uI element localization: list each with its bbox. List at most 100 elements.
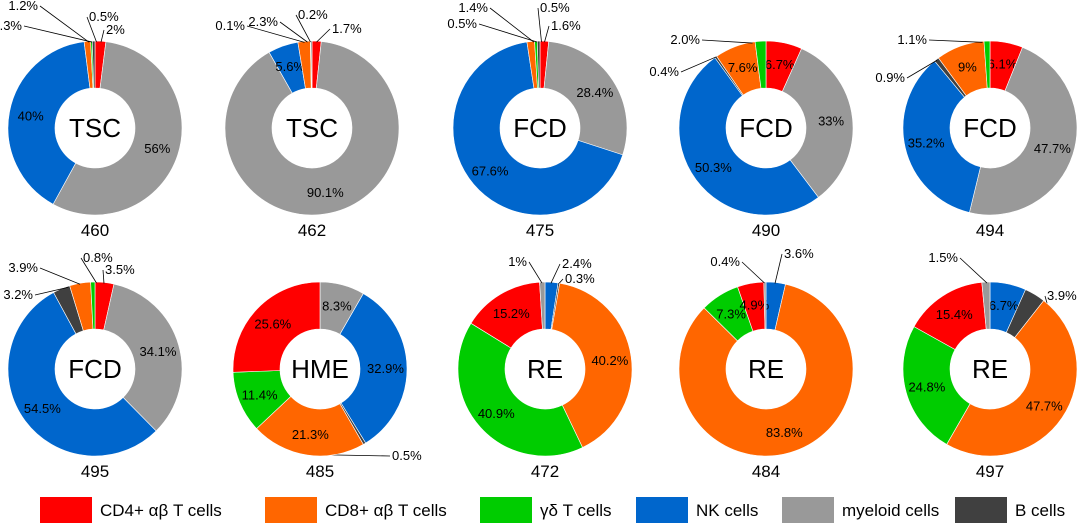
slice-label: 15.4% [936,307,973,322]
legend-label: myeloid cells [842,501,939,520]
donut-hole [727,89,805,167]
slice-label: 3.5% [105,262,135,277]
donut-hole [273,89,351,167]
legend-item-cd8: CD8+ αβ T cells [265,497,447,523]
diagnosis-label: FCD [513,113,566,143]
leader-line [489,7,535,43]
legend-label: CD4+ αβ T cells [100,501,222,520]
legend-swatch [955,497,1007,523]
slice-label: 33% [818,114,844,129]
diagnosis-label: HME [291,354,349,384]
legend-item-gd: γδ T cells [480,497,612,523]
slice-label: 6.1% [988,57,1018,72]
diagnosis-label: RE [527,354,563,384]
diagnosis-label: FCD [739,113,792,143]
slice-gd [902,326,971,445]
leader-line [279,21,308,43]
donut-hole [501,89,579,167]
diagnosis-label: TSC [286,113,338,143]
leader-line [701,39,753,44]
leader-line [39,267,81,285]
slice-gd [90,281,96,330]
slice-label: 0.5% [447,16,477,31]
slice-label: 0.5% [89,9,119,24]
slice-label: 0.5% [392,448,422,463]
patient-id: 494 [976,221,1004,240]
legend-swatch [782,497,834,523]
slice-b [310,40,313,89]
slice-label: 1.4% [458,0,488,15]
slice-label: 3.9% [8,260,38,275]
slice-label: 1.6% [551,18,581,33]
leader-line [558,278,564,285]
donut-chart-494: 6.1% 47.7% 35.2% 0.9% 9% 1.1% FCD 494 [875,32,1078,240]
patient-id: 484 [752,462,780,481]
slice-cd8 [551,282,633,448]
leader-line [928,39,983,43]
slice-label: 24.8% [908,379,945,394]
slice-label: 2.3% [248,14,278,29]
slice-myeloid [763,281,767,330]
leader-line [680,54,721,73]
legend-label: γδ T cells [540,501,612,520]
legend-label: B cells [1015,501,1065,520]
slice-label: 90.1% [307,185,344,200]
slice-label: 0.4% [710,254,740,269]
leader-line [544,25,550,43]
leader-line [295,14,311,43]
slice-label: 32.9% [367,361,404,376]
slice-label: 35.2% [908,136,945,151]
leader-line [39,5,90,43]
slice-cd8 [946,300,1078,457]
patient-id: 460 [81,221,109,240]
donut-chart-462: 1.7% 90.1% 5.6% 2.3%0.1% 0.2% TSC 462 [215,7,400,240]
slice-label: 7.6% [728,60,758,75]
leader-line [478,23,538,43]
leader-line [959,257,988,284]
slice-nk [339,293,408,444]
legend-swatch [265,497,317,523]
donut-hole [506,330,584,408]
slice-label: 56% [144,141,170,156]
slice-label: 28.4% [576,85,613,100]
slice-myeloid [224,41,400,216]
slice-gd [754,40,767,89]
slice-label: 34.1% [140,344,177,359]
slice-cd8 [678,283,854,457]
patient-id: 490 [752,221,780,240]
donut-chart-497: 6.7% 3.9% 47.7% 24.8% 15.4% 1.5% RE 497 [902,250,1078,481]
slice-label: 0.5% [540,0,570,15]
slice-label: 25.6% [254,317,291,332]
patient-id: 495 [81,462,109,481]
slice-label: 0.2% [298,7,328,22]
legend-label: CD8+ αβ T cells [325,501,447,520]
slice-label: 0.3% [565,271,595,286]
legend-swatch [40,497,92,523]
slice-label: 1.7% [332,21,362,36]
slice-label: 47.7% [1026,399,1063,414]
slice-myeloid [781,48,854,198]
leader-line [537,7,542,43]
slice-label: 47.7% [1034,141,1071,156]
slice-label: 2% [106,22,125,37]
donut-chart-460: 2% 56% 40% 1.2% 0.3% 0.5% TSC 460 [0,0,183,240]
slice-label: 2.0% [670,32,700,47]
patient-id: 497 [976,462,1004,481]
slice-label: 0.1% [215,18,245,33]
slice-label: 7.3% [716,307,746,322]
slice-label: 3.2% [3,287,33,302]
slice-label: 11.4% [242,387,278,402]
slice-nk [678,57,819,216]
slice-label: 40.9% [478,406,515,421]
legend-item-nk: NK cells [636,497,758,523]
donut-chart-484: 3.6% 83.8% 7.3%4.9% 0.4% RE 484 [678,246,854,481]
slice-label: 4.9% [740,298,770,313]
donut-hole [727,330,805,408]
slice-gd [457,322,583,457]
slice-label: 3.6% [784,246,814,261]
legend-label: NK cells [696,501,758,520]
leader-line [34,286,69,296]
diagnosis-label: FCD [68,354,121,384]
leader-line [246,25,305,43]
